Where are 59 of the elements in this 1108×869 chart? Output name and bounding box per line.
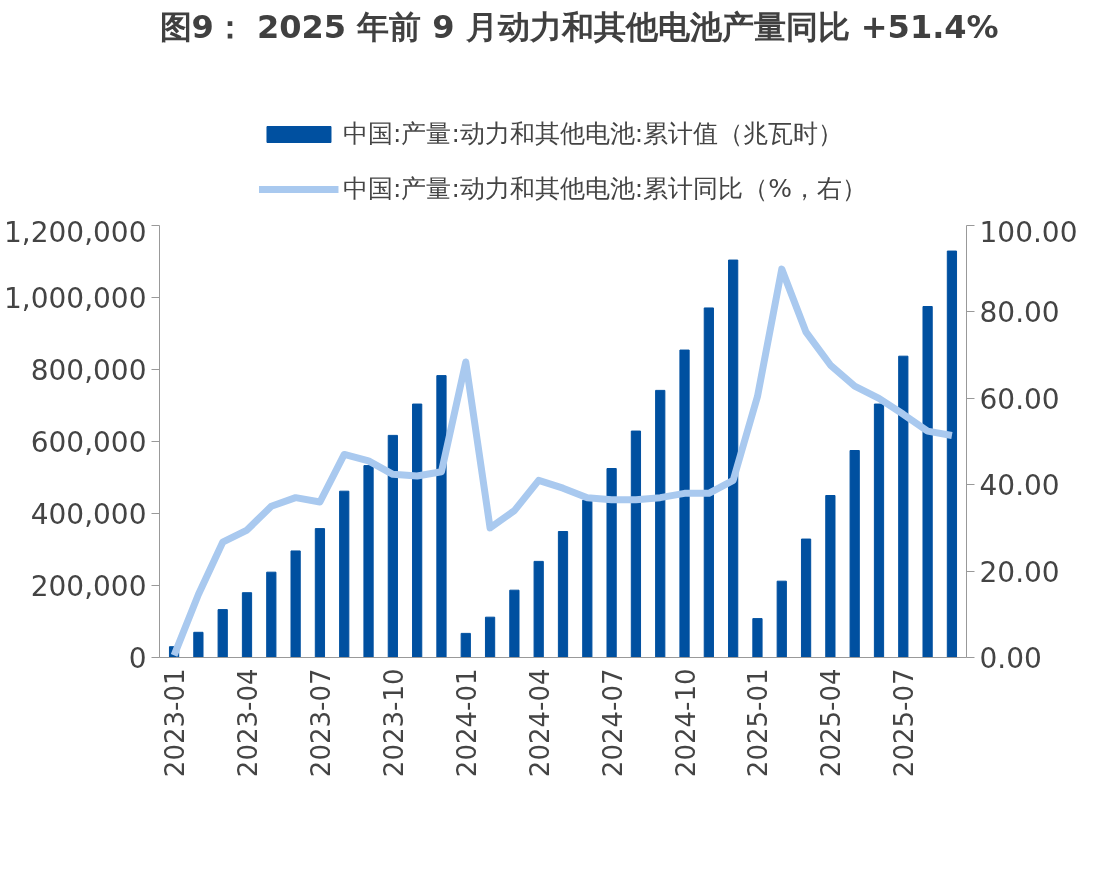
bar xyxy=(946,250,958,658)
y2-tick-label: 40.00 xyxy=(979,469,1060,503)
x-tick-label: 2025-07 xyxy=(889,668,920,778)
y2-tick-label: 60.00 xyxy=(979,382,1060,416)
y-tick-label: 1,200,000 xyxy=(4,215,147,249)
x-tick-label: 2025-01 xyxy=(743,668,774,778)
y2-tick-label: 20.00 xyxy=(979,555,1060,589)
bar xyxy=(800,538,812,658)
bar xyxy=(290,550,301,658)
bar xyxy=(193,631,204,658)
bar xyxy=(314,528,326,658)
bar xyxy=(849,450,860,658)
bar xyxy=(898,355,909,658)
bar xyxy=(387,434,398,658)
bar xyxy=(412,403,423,658)
bar xyxy=(557,531,569,658)
bar xyxy=(241,592,253,658)
chart-title: 图9： 2025 年前 9 月动力和其他电池产量同比 +51.4% xyxy=(159,7,999,46)
x-tick-label: 2024-07 xyxy=(597,668,628,778)
x-tick-label: 2025-04 xyxy=(816,668,847,778)
bar xyxy=(266,571,277,658)
x-tick-label: 2024-04 xyxy=(524,668,555,778)
legend-label: 中国:产量:动力和其他电池:累计同比（%，右） xyxy=(342,173,868,205)
y-tick-label: 0 xyxy=(128,642,147,675)
bar xyxy=(217,609,228,658)
bar xyxy=(825,495,836,658)
y-tick-label: 200,000 xyxy=(30,570,147,603)
x-tick-label: 2023-04 xyxy=(233,668,264,778)
y2-tick-label: 100.00 xyxy=(979,215,1078,249)
y-tick-label: 400,000 xyxy=(30,498,147,531)
bar xyxy=(728,259,739,658)
legend-label: 中国:产量:动力和其他电池:累计值（兆瓦时） xyxy=(342,118,844,150)
x-tick-label: 2023-01 xyxy=(160,668,191,778)
bar xyxy=(533,560,544,658)
x-tick-label: 2024-10 xyxy=(670,668,701,778)
bar xyxy=(582,499,593,658)
bar xyxy=(703,307,714,658)
y-tick-label: 800,000 xyxy=(30,354,147,387)
x-tick-label: 2024-01 xyxy=(451,668,482,778)
x-tick-label: 2023-10 xyxy=(378,668,409,778)
x-tick-label: 2023-07 xyxy=(305,668,336,778)
bar xyxy=(436,375,447,658)
bar xyxy=(484,616,496,658)
bar xyxy=(363,465,374,658)
bar xyxy=(752,618,763,658)
bar xyxy=(460,632,471,658)
bar xyxy=(776,580,787,658)
y2-tick-label: 80.00 xyxy=(979,296,1060,330)
bar xyxy=(679,349,690,658)
bar xyxy=(509,589,520,658)
bar xyxy=(339,490,350,658)
y-tick-label: 600,000 xyxy=(30,426,147,459)
bar xyxy=(873,403,885,658)
bar xyxy=(922,306,933,658)
y2-tick-label: 0.00 xyxy=(979,642,1042,675)
y-tick-label: 1,000,000 xyxy=(4,282,147,315)
bar xyxy=(606,468,617,658)
bar xyxy=(655,389,666,658)
bar xyxy=(630,430,642,658)
